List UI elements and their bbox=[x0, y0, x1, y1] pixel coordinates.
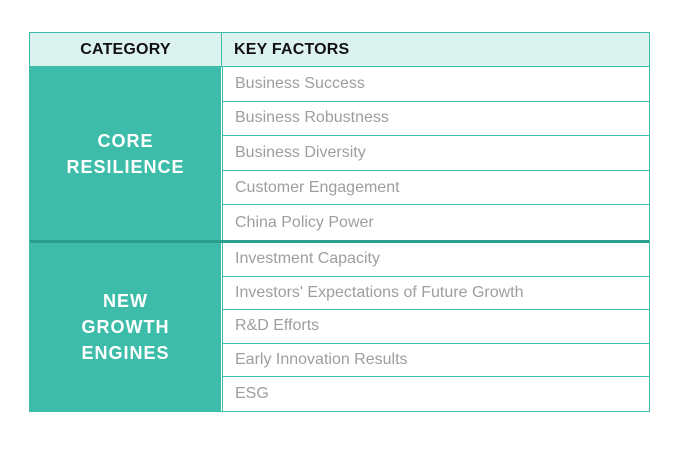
factor-list-new-growth-engines: Investment Capacity Investors' Expectati… bbox=[222, 243, 649, 411]
table-row: Investment Capacity bbox=[222, 243, 649, 277]
factor-list-core-resilience: Business Success Business Robustness Bus… bbox=[222, 67, 649, 240]
table-header: CATEGORY KEY FACTORS bbox=[30, 33, 649, 67]
table-row: Business Robustness bbox=[222, 101, 649, 137]
table-row: ESG bbox=[222, 377, 649, 411]
key-factors-table: CATEGORY KEY FACTORS CORE RESILIENCE Bus… bbox=[29, 32, 650, 412]
category-label: NEW GROWTH ENGINES bbox=[81, 291, 170, 363]
table-row: Early Innovation Results bbox=[222, 343, 649, 378]
category-label: CORE RESILIENCE bbox=[66, 130, 185, 177]
table-row: R&D Efforts bbox=[222, 310, 649, 344]
table-row: China Policy Power bbox=[222, 205, 649, 240]
table-row: Business Diversity bbox=[222, 136, 649, 171]
table-row: Investors' Expectations of Future Growth bbox=[222, 276, 649, 311]
table-row: Business Success bbox=[222, 67, 649, 102]
group-divider bbox=[30, 240, 649, 243]
table-row: Customer Engagement bbox=[222, 170, 649, 206]
header-key-factors: KEY FACTORS bbox=[234, 40, 350, 58]
category-cell-core-resilience: CORE RESILIENCE bbox=[30, 67, 221, 240]
category-cell-new-growth-engines: NEW GROWTH ENGINES bbox=[30, 243, 221, 411]
header-category: CATEGORY bbox=[30, 33, 222, 66]
